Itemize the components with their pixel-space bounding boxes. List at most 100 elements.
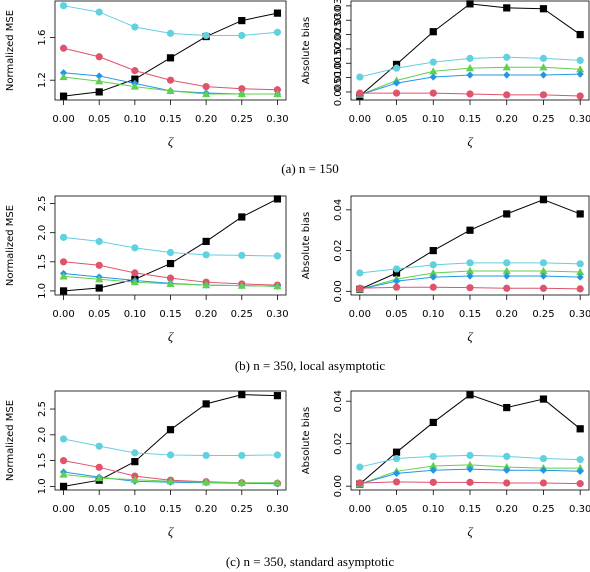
point: [273, 28, 282, 36]
point: [576, 480, 584, 488]
x-tick-label: 0.25: [231, 114, 253, 125]
x-axis-label: ζ: [168, 329, 174, 344]
point: [503, 210, 511, 218]
point: [466, 451, 474, 459]
y-tick-label: 0.00: [333, 475, 344, 497]
x-tick-label: 0.10: [422, 114, 444, 125]
plot-box: [54, 0, 287, 101]
y-tick-label: 0.010: [333, 63, 344, 92]
point: [59, 457, 68, 465]
point: [59, 233, 68, 241]
y-tick-label: 1.6: [37, 30, 48, 46]
point: [59, 2, 68, 10]
point: [95, 8, 103, 16]
point: [273, 86, 282, 94]
x-axis-label: ζ: [168, 134, 174, 149]
point: [576, 92, 584, 100]
point: [466, 465, 474, 473]
point: [466, 71, 474, 79]
point: [539, 5, 548, 13]
point: [503, 284, 511, 292]
y-tick-label: 0.005: [333, 78, 344, 107]
point: [576, 273, 584, 281]
point: [429, 67, 438, 75]
point: [130, 82, 139, 90]
point: [237, 281, 246, 289]
point: [503, 452, 511, 461]
point: [392, 79, 401, 87]
x-tick-label: 0.30: [266, 114, 288, 125]
y-tick-label: 0.04: [333, 390, 344, 412]
point: [539, 91, 548, 99]
point: [131, 23, 139, 31]
point: [539, 395, 548, 403]
point: [465, 64, 475, 72]
point: [356, 269, 364, 277]
point: [576, 267, 585, 276]
caption: (b) n = 350, local asymptotic: [235, 358, 386, 373]
point: [131, 75, 139, 83]
point: [576, 210, 584, 218]
x-axis-label: ζ: [168, 524, 174, 539]
x-tick-label: 0.00: [52, 114, 74, 125]
point: [576, 467, 584, 475]
point: [576, 30, 584, 39]
x-tick-label: 0.15: [159, 309, 181, 320]
x-tick-label: 0.00: [349, 309, 371, 320]
x-tick-label: 0.15: [159, 504, 181, 515]
point: [576, 456, 584, 464]
x-tick-label: 0.00: [52, 504, 74, 515]
point: [130, 278, 139, 286]
point: [273, 195, 282, 203]
point: [166, 477, 175, 485]
point: [131, 244, 139, 252]
point: [95, 474, 104, 482]
y-tick-label: 0.015: [333, 49, 344, 78]
point: [466, 54, 474, 62]
point: [273, 478, 282, 486]
point: [429, 28, 437, 36]
point: [166, 259, 175, 268]
point: [166, 426, 175, 434]
point: [238, 16, 246, 25]
x-tick-label: 0.05: [385, 309, 407, 320]
x-tick-label: 0.20: [496, 114, 518, 125]
y-tick-label: 0.00: [333, 280, 344, 302]
y-tick-label: 0.030: [333, 6, 344, 35]
point: [273, 9, 282, 17]
y-tick-label: 0.04: [333, 199, 344, 221]
point: [59, 435, 68, 443]
y-axis-label: Absolute bias: [301, 212, 312, 279]
x-tick-label: 0.15: [459, 504, 481, 515]
point: [95, 53, 103, 61]
point: [238, 213, 246, 221]
point: [202, 89, 211, 98]
x-tick-label: 0.10: [124, 504, 146, 515]
point: [466, 284, 474, 292]
y-tick-label: 1.0: [37, 478, 48, 494]
point: [59, 272, 68, 280]
y-tick-label: 1.0: [37, 283, 48, 299]
point: [576, 65, 585, 73]
point: [503, 71, 511, 79]
point: [166, 279, 175, 288]
y-tick-label: 2.5: [37, 196, 48, 212]
point: [539, 54, 548, 62]
x-tick-label: 0.15: [459, 114, 481, 125]
point: [166, 29, 175, 37]
point: [166, 274, 175, 282]
point: [202, 237, 210, 246]
x-tick-label: 0.05: [385, 114, 407, 125]
point: [356, 463, 364, 471]
series-line: [63, 394, 278, 487]
x-tick-label: 0.00: [349, 114, 371, 125]
point: [429, 73, 437, 81]
x-tick-label: 0.30: [266, 504, 288, 515]
point: [466, 90, 474, 98]
point: [273, 89, 282, 98]
x-tick-label: 0.05: [88, 309, 110, 320]
point: [356, 73, 364, 81]
point: [95, 88, 103, 96]
point: [273, 392, 282, 400]
point: [59, 258, 68, 266]
